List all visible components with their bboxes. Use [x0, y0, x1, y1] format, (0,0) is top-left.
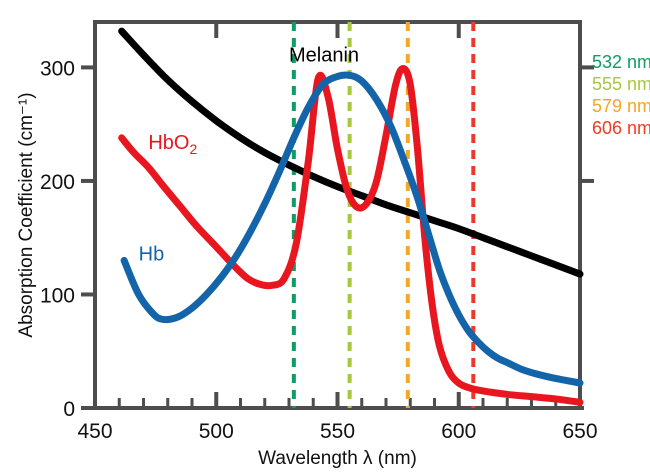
series-curve-hb — [120, 71, 584, 387]
x-tick-label-550: 550 — [320, 420, 355, 443]
x-tick-label-450: 450 — [77, 420, 112, 443]
legend-item-579: 579 nm — [592, 96, 650, 116]
y-tick-label-300: 300 — [40, 57, 75, 80]
y-tick-label-200: 200 — [40, 171, 75, 194]
y-tick-label-0: 0 — [63, 398, 75, 421]
x-tick-label-500: 500 — [199, 420, 234, 443]
y-tick-label-100: 100 — [40, 284, 75, 307]
legend-item-606: 606 nm — [592, 118, 650, 138]
series-label-hb: Hb — [139, 243, 165, 265]
y-axis-title: Absorption Coefficient (cm⁻¹) — [16, 92, 37, 337]
x-axis-title: Wavelength λ (nm) — [258, 448, 417, 469]
series-curve-hbo2 — [118, 65, 584, 406]
series-label-melanin: Melanin — [289, 45, 359, 67]
series-label-hbo2: HbO2 — [148, 132, 197, 157]
legend-item-532: 532 nm — [592, 52, 650, 72]
x-tick-label-650: 650 — [562, 420, 597, 443]
x-tick-label-600: 600 — [441, 420, 476, 443]
legend-item-555: 555 nm — [592, 74, 650, 94]
